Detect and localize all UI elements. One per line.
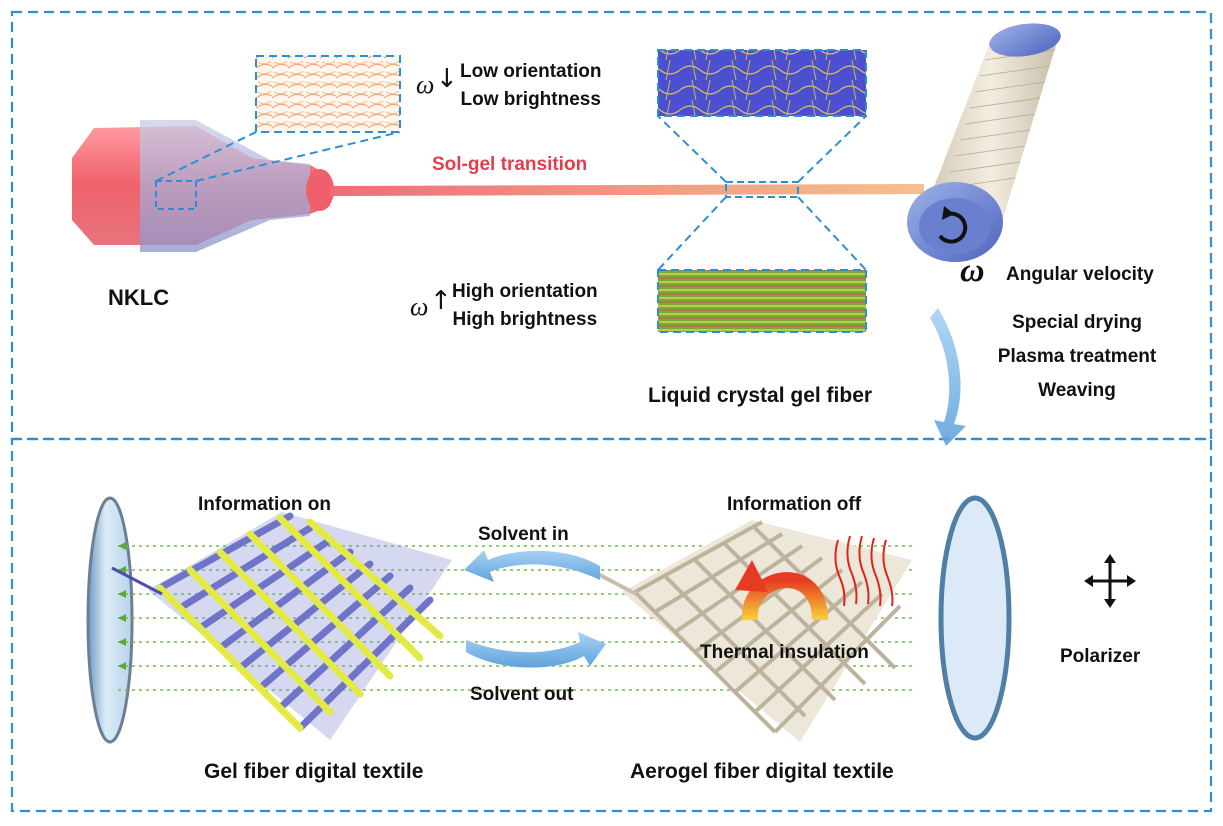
high-orientation-line: High orientation (452, 281, 598, 302)
rotation-arrow-icon (938, 211, 968, 244)
aerogel-textile-label: Aerogel fiber digital textile (630, 760, 894, 783)
gel-fiber-strand (330, 184, 924, 196)
nklc-inset (155, 55, 401, 182)
light-arrowheads (118, 542, 126, 670)
omega-angular-symbol: ω (960, 252, 985, 289)
fiber-zoom (657, 49, 867, 333)
solvent-in-arrow (464, 550, 600, 582)
info-on-label: Information on (198, 494, 331, 515)
omega-low-symbol: ω (416, 70, 435, 99)
high-brightness-line: High brightness (452, 309, 598, 330)
left-lens (86, 496, 134, 744)
spinning-nozzle (72, 120, 334, 252)
process-flow-arrow (930, 308, 966, 446)
bottom-panel-frame (10, 437, 1213, 813)
process-steps: Special drying Plasma treatment Weaving (972, 306, 1182, 408)
fiber-label: Liquid crystal gel fiber (648, 384, 873, 407)
gel-textile-label: Gel fiber digital textile (204, 760, 424, 783)
nklc-label: NKLC (108, 285, 170, 310)
polarizer-label: Polarizer (1060, 646, 1141, 667)
arrow-up-icon: ↑ (430, 286, 452, 316)
omega-high-symbol: ω (410, 292, 429, 321)
low-orientation-label: Low orientation Low brightness (460, 58, 601, 114)
heat-wave-icon (834, 535, 894, 607)
solvent-out-label: Solvent out (470, 684, 574, 705)
plasma-treatment-step: Plasma treatment (997, 346, 1157, 367)
solvent-out-arrow (466, 632, 606, 668)
heat-arrow-icon (735, 560, 828, 621)
arrow-down-icon: ↓ (436, 64, 458, 94)
thermal-insulation-label: Thermal insulation (700, 642, 869, 663)
gel-fiber-textile (111, 512, 452, 740)
angular-velocity-label: Angular velocity (1006, 264, 1154, 285)
aerogel-fiber-textile (597, 520, 912, 742)
high-orientation-label: High orientation High brightness (452, 278, 598, 334)
direction-cross-icon (1084, 554, 1136, 608)
sol-gel-label: Sol-gel transition (432, 154, 588, 175)
special-drying-step: Special drying (1012, 312, 1142, 333)
solvent-in-label: Solvent in (478, 524, 569, 545)
weaving-step: Weaving (1038, 380, 1116, 401)
polarizer-lens (938, 495, 1012, 741)
collection-roller (907, 23, 1061, 262)
info-off-label: Information off (727, 494, 862, 515)
low-brightness-line: Low brightness (460, 89, 601, 110)
low-orientation-line: Low orientation (460, 61, 602, 82)
